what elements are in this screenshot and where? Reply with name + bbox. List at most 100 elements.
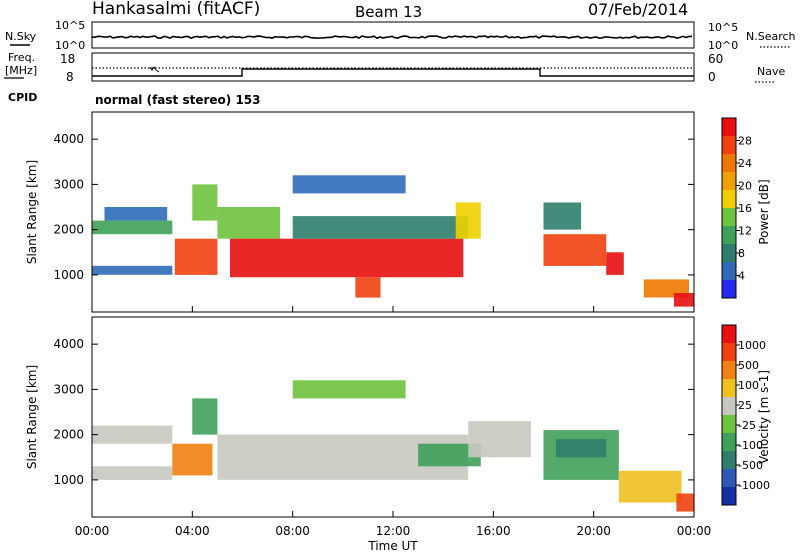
power-colorbar: 28 24 20 16 12 8 4 <box>721 117 752 299</box>
freq-label-line2: [MHz] <box>5 64 37 77</box>
nsearch-tick-top: 10^5 <box>708 21 738 34</box>
freq-panel <box>91 52 695 82</box>
colorbar-segment <box>722 262 736 280</box>
colorbar-segment <box>722 154 736 172</box>
power-ylabel: Slant Range [km] <box>25 160 39 264</box>
colorbar-tick-label: 12 <box>738 225 752 238</box>
heatmap-cell <box>192 184 218 221</box>
x-tick-label: 20:00 <box>576 524 611 538</box>
x-tick-label: 00:00 <box>677 524 712 538</box>
heatmap-cell <box>92 265 173 275</box>
heatmap-cell <box>174 238 218 275</box>
colorbar-segment <box>722 118 736 136</box>
y-tick-label: 1000 <box>53 473 84 487</box>
heatmap-cell <box>92 425 173 444</box>
nsearch-tick-bottom: 10^0 <box>708 39 738 52</box>
colorbar-tick-label: 24 <box>738 157 752 170</box>
heatmap-cell <box>292 175 406 194</box>
heatmap-cell <box>355 277 381 298</box>
heatmap-cell <box>217 207 281 239</box>
colorbar-tick-label: 500 <box>738 359 759 372</box>
velocity-ylabel: Slant Range [km] <box>25 365 39 469</box>
colorbar-segment <box>722 325 736 343</box>
heatmap-cell <box>643 279 689 298</box>
freq-tick-top: 18 <box>60 52 75 66</box>
freq-trace <box>92 68 694 77</box>
colorbar-tick-label: 4 <box>738 270 745 283</box>
nsearch-label: N.Search <box>746 30 796 43</box>
heatmap-cell <box>543 202 582 230</box>
freq-spikes <box>149 66 160 73</box>
colorbar-tick-label: 20 <box>738 180 752 193</box>
y-tick-label: 2000 <box>53 223 84 237</box>
colorbar-segment <box>722 361 736 379</box>
nsky-tick-bottom: 10^0 <box>55 39 85 52</box>
x-tick-label: 04:00 <box>175 524 210 538</box>
heatmap-cell <box>172 443 213 476</box>
colorbar-tick-label: 28 <box>738 135 752 148</box>
heatmap-cell <box>92 466 173 480</box>
heatmap-cell <box>556 439 607 458</box>
nsky-panel <box>91 21 695 49</box>
y-tick-label: 2000 <box>53 428 84 442</box>
colorbar-segment <box>722 379 736 397</box>
nave-tick-top: 60 <box>708 52 723 66</box>
power-yticks: 1000 2000 3000 4000 <box>53 132 694 282</box>
colorbar-tick-label: 8 <box>738 247 745 260</box>
colorbar-segment <box>722 208 736 226</box>
colorbar-tick-label: 1000 <box>738 339 766 352</box>
colorbar-tick-label: -100 <box>738 439 763 452</box>
power-heatmap <box>92 175 694 307</box>
colorbar-segment <box>722 226 736 244</box>
x-tick-label: 00:00 <box>75 524 110 538</box>
colorbar-tick-label: -25 <box>738 419 756 432</box>
y-tick-label: 4000 <box>53 132 84 146</box>
station-title: Hankasalmi (fitACF) <box>92 0 260 19</box>
velocity-colorbar-label: Velocity [m s-1] <box>757 370 771 464</box>
cpid-label: CPID <box>8 91 37 104</box>
heatmap-cell <box>92 220 173 235</box>
velocity-yticks: 1000 2000 3000 4000 <box>53 337 694 487</box>
y-tick-label: 3000 <box>53 382 84 396</box>
y-tick-label: 3000 <box>53 177 84 191</box>
x-tick-label: 08:00 <box>275 524 310 538</box>
power-panel-frame <box>91 111 695 313</box>
time-axis: 00:00 04:00 08:00 12:00 16:00 20:00 00:00 <box>75 306 712 538</box>
power-colorbar-label: Power [dB] <box>757 179 771 244</box>
colorbar-tick-label: 16 <box>738 202 752 215</box>
nsky-trace <box>91 35 692 40</box>
velocity-heatmap <box>92 380 694 512</box>
heatmap-cell <box>230 238 464 278</box>
date-title: 07/Feb/2014 <box>588 0 688 19</box>
colorbar-segment <box>722 244 736 262</box>
freq-tick-bottom: 8 <box>66 70 74 84</box>
nsky-tick-top: 10^5 <box>55 19 85 32</box>
colorbar-segment <box>722 415 736 433</box>
cpid-text: normal (fast stereo) 153 <box>95 93 261 107</box>
freq-label-line1: Freq. <box>8 51 35 64</box>
colorbar-frame <box>721 324 737 506</box>
colorbar-segment <box>722 190 736 208</box>
colorbar-tick-label: 100 <box>738 379 759 392</box>
heatmap-cell <box>673 293 694 307</box>
beam-title: Beam 13 <box>355 3 422 21</box>
x-tick-label: 12:00 <box>376 524 411 538</box>
colorbar-segment <box>722 397 736 415</box>
velocity-colorbar: 1000 500 100 25 -25 -100 -500 -1000 <box>721 324 770 506</box>
colorbar-tick-label: -1000 <box>738 479 770 492</box>
heatmap-cell <box>618 470 682 503</box>
y-tick-label: 4000 <box>53 337 84 351</box>
colorbar-segment <box>722 469 736 487</box>
colorbar-segment <box>722 343 736 361</box>
heatmap-cell <box>543 234 607 266</box>
colorbar-tick-label: -500 <box>738 459 763 472</box>
nave-tick-bottom: 0 <box>708 70 716 84</box>
colorbar-segment <box>722 280 736 298</box>
nave-label: Nave <box>757 65 785 78</box>
heatmap-cell <box>606 252 624 275</box>
heatmap-cell <box>455 202 481 239</box>
heatmap-cell <box>418 443 481 467</box>
colorbar-segment <box>722 172 736 190</box>
heatmap-cell <box>292 216 469 239</box>
